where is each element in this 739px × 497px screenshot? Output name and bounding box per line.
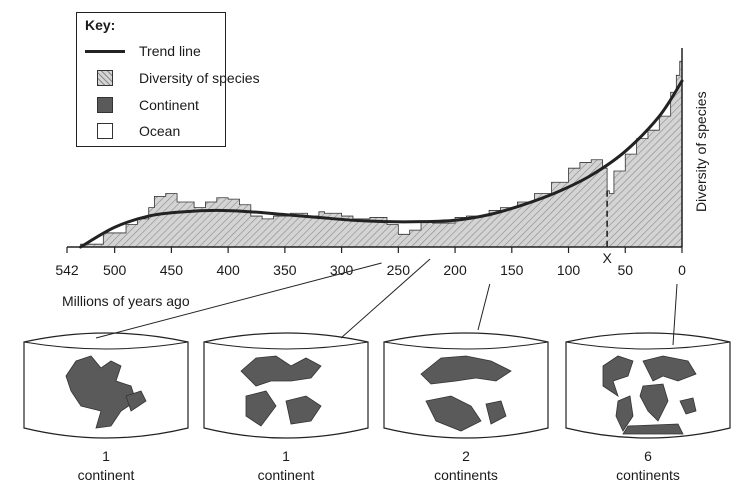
continent-shape [285,395,322,425]
y-axis-label: Diversity of species [693,91,709,212]
x-tick-label: 0 [678,262,686,278]
globe-caption: 2 continents [391,447,541,485]
legend-item-continent: Continent [85,96,199,114]
continent-shape [615,395,634,432]
globe-rim [203,341,369,350]
x-tick-label: 450 [160,262,184,278]
globe-map [383,332,549,439]
globe-map [23,332,189,439]
continent-shape [240,355,322,387]
legend-item-ocean: Ocean [85,122,180,140]
continent-swatch [97,97,113,113]
continent-shape [425,395,482,432]
globe-caption: 1 continent [31,447,181,485]
continent-shape [485,400,507,425]
diversity-swatch [97,70,113,86]
connector-line [95,262,382,339]
x-tick-label: 50 [617,262,633,278]
legend-box: Key: Trend line Diversity of species Con… [76,12,260,147]
globe-rim [383,341,549,350]
globe-rim [565,341,731,350]
globe-outline [203,332,369,439]
globe-outline [383,332,549,439]
continent-shape [602,355,634,397]
legend-label: Ocean [139,123,181,139]
continent-unit: continent [77,467,135,483]
legend-label: Diversity of species [139,70,260,86]
legend-item-diversity: Diversity of species [85,69,260,87]
legend-label: Continent [139,97,199,113]
trend-line-swatch [85,49,125,53]
x-tick-label: 200 [443,262,467,278]
globe-map [565,332,731,439]
continent-shape [622,423,684,435]
legend-title: Key: [85,17,116,33]
connector-line [672,283,678,346]
continent-unit: continents [616,467,680,483]
x-axis-label: Millions of years ago [62,293,190,309]
x-tick-label: 250 [387,262,411,278]
trend-line [79,79,684,249]
continent-shape [642,355,697,382]
globe-caption: 1 continent [211,447,361,485]
globe-caption: 6 continents [573,447,723,485]
continent-shape [420,355,512,385]
connector-line [477,283,491,331]
x-tick-label: 542 [55,262,79,278]
continent-unit: continents [434,467,498,483]
x-tick-label: 150 [500,262,524,278]
continent-shape [679,397,697,415]
continent-shape [245,390,277,427]
x-tick-label: 400 [216,262,240,278]
connector-line [340,258,431,339]
extinction-marker-label: X [602,250,612,266]
continent-count: 1 [102,448,110,464]
continent-count: 2 [462,448,470,464]
continent-shape [125,390,147,412]
diversity-area [80,60,683,248]
continent-count: 6 [644,448,652,464]
ocean-swatch [97,123,113,139]
x-tick-label: 100 [557,262,581,278]
continent-shape [639,383,669,422]
x-tick-label: 500 [103,262,127,278]
continent-unit: continent [257,467,315,483]
continent-count: 1 [282,448,290,464]
legend-label: Trend line [139,43,201,59]
legend-item-trend: Trend line [85,42,201,60]
x-tick-label: 350 [273,262,297,278]
x-tick-label: 300 [330,262,354,278]
globe-rim [23,341,189,350]
globe-map [203,332,369,439]
